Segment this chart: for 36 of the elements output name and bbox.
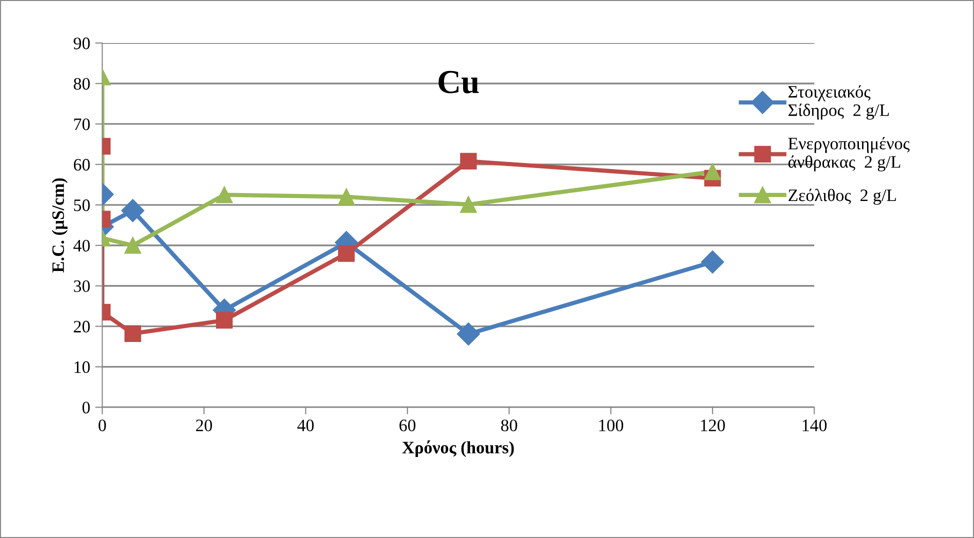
x-tick-label: 100 (599, 420, 624, 432)
point (338, 188, 355, 206)
y-tick-label: 30 (74, 280, 90, 292)
y-tick-label: 50 (74, 199, 90, 212)
x-tick-label: 80 (501, 420, 518, 432)
x-axis-title: Χρόνος (hours) (402, 440, 514, 457)
point (124, 325, 142, 342)
x-tick-label: 120 (701, 420, 725, 432)
x-tick-label: 60 (399, 420, 416, 432)
point (121, 199, 144, 222)
legend-label: Ενεργοποιημένος άνθρακας 2 g/L (788, 137, 910, 172)
point (704, 163, 721, 180)
point (216, 312, 233, 329)
x-tick-label: 40 (297, 420, 314, 432)
x-tick-label: 0 (98, 420, 106, 432)
y-tick-label: 0 (82, 402, 90, 414)
point (338, 245, 355, 262)
x-tick-label: 20 (196, 420, 212, 432)
legend-label: Ζεόλιθος 2 g/L (788, 188, 896, 205)
point (216, 186, 233, 204)
point (456, 322, 480, 346)
legend-label: Στοιχειακός Σίδηρος 2 g/L (788, 85, 889, 120)
text: Cu (438, 70, 479, 94)
point (124, 237, 142, 254)
y-tick-label: 80 (74, 78, 90, 90)
y-tick-label: 90 (74, 38, 90, 50)
y-axis-title: E.C. (μS/cm) (52, 178, 68, 272)
y-tick-label: 70 (74, 118, 90, 130)
y-tick-label: 60 (74, 158, 90, 171)
y-tick-label: 40 (73, 240, 90, 252)
x-tick-label: 140 (802, 420, 827, 432)
point (460, 152, 477, 170)
y-tick-label: 10 (74, 361, 90, 373)
point (460, 196, 477, 213)
point (701, 250, 724, 274)
y-tick-label: 20 (74, 320, 90, 333)
